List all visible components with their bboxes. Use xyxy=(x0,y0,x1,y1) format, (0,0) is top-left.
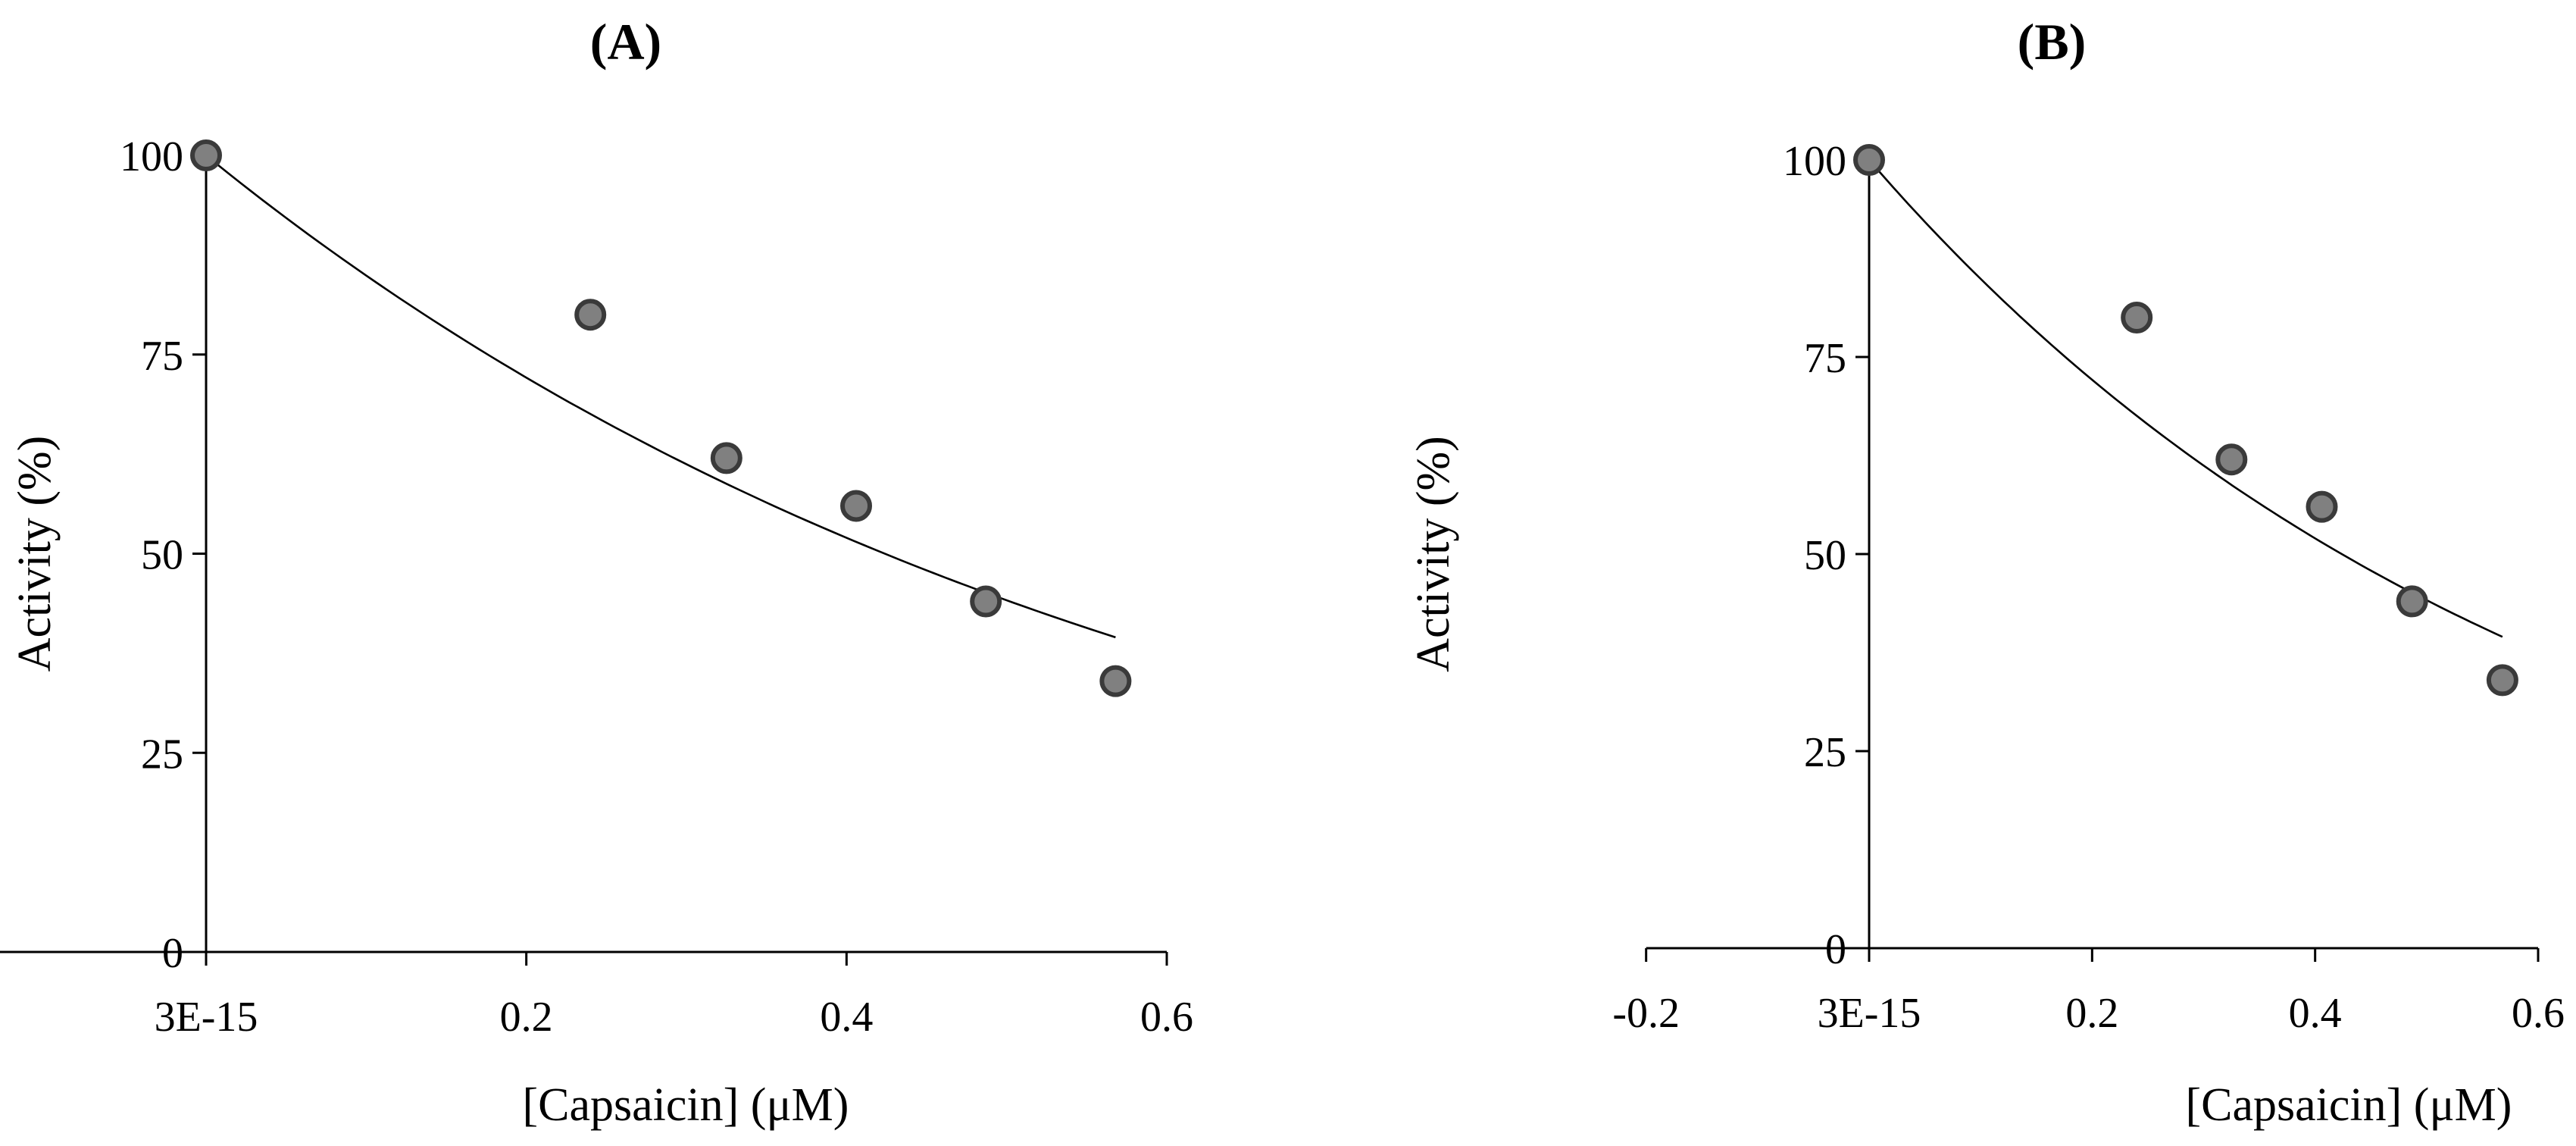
chart-panel-a: (A)-0.23E-150.20.40.60255075100[Capsaici… xyxy=(0,13,1193,1131)
y-tick-label: 75 xyxy=(141,333,183,380)
y-tick-label: 0 xyxy=(1825,926,1846,973)
x-axis-title: [Capsaicin] (μM) xyxy=(2186,1079,2512,1131)
x-tick-label: 0.4 xyxy=(2289,990,2342,1037)
x-tick-label: 0.2 xyxy=(500,994,553,1041)
data-point xyxy=(1853,144,1885,176)
x-axis-title: [Capsaicin] (μM) xyxy=(523,1079,849,1131)
fit-curve xyxy=(205,154,1116,639)
y-tick-label: 0 xyxy=(162,930,183,977)
chart-title: (B) xyxy=(2018,13,2087,70)
data-point xyxy=(710,442,742,474)
data-point xyxy=(2121,302,2153,333)
data-point xyxy=(970,585,1002,618)
x-tick-label: 0.6 xyxy=(2512,990,2565,1037)
y-tick-label: 50 xyxy=(141,532,183,579)
x-tick-label: 0.4 xyxy=(820,994,873,1041)
data-point xyxy=(2396,585,2428,618)
y-axis-title: Activity (%) xyxy=(1408,436,1459,672)
y-tick-label: 25 xyxy=(1804,729,1846,776)
y-tick-label: 100 xyxy=(1783,138,1846,185)
data-point xyxy=(574,299,607,331)
x-tick-label: 0.6 xyxy=(1140,994,1193,1041)
y-tick-label: 25 xyxy=(141,731,183,778)
data-point xyxy=(1099,665,1132,697)
data-point xyxy=(2215,443,2248,476)
data-point xyxy=(2486,664,2518,697)
fit-curve xyxy=(1868,159,2503,638)
data-point xyxy=(190,139,222,171)
y-tick-label: 100 xyxy=(120,133,183,180)
y-axis-title: Activity (%) xyxy=(9,436,61,672)
x-tick-label: -0.2 xyxy=(1612,990,1680,1037)
y-tick-label: 75 xyxy=(1804,335,1846,382)
y-tick-label: 50 xyxy=(1804,532,1846,579)
x-tick-label: 3E-15 xyxy=(1818,990,1921,1037)
x-tick-label: 3E-15 xyxy=(155,994,258,1041)
data-point xyxy=(840,490,873,522)
chart-title: (A) xyxy=(590,13,661,70)
data-point xyxy=(2306,490,2338,523)
x-tick-label: 0.2 xyxy=(2065,990,2118,1037)
chart-panel-b: (B) -0.2 3E-15 0.2 0.4 0.6 0 25 50 75 100 [Capsaici… xyxy=(1408,13,2565,1131)
